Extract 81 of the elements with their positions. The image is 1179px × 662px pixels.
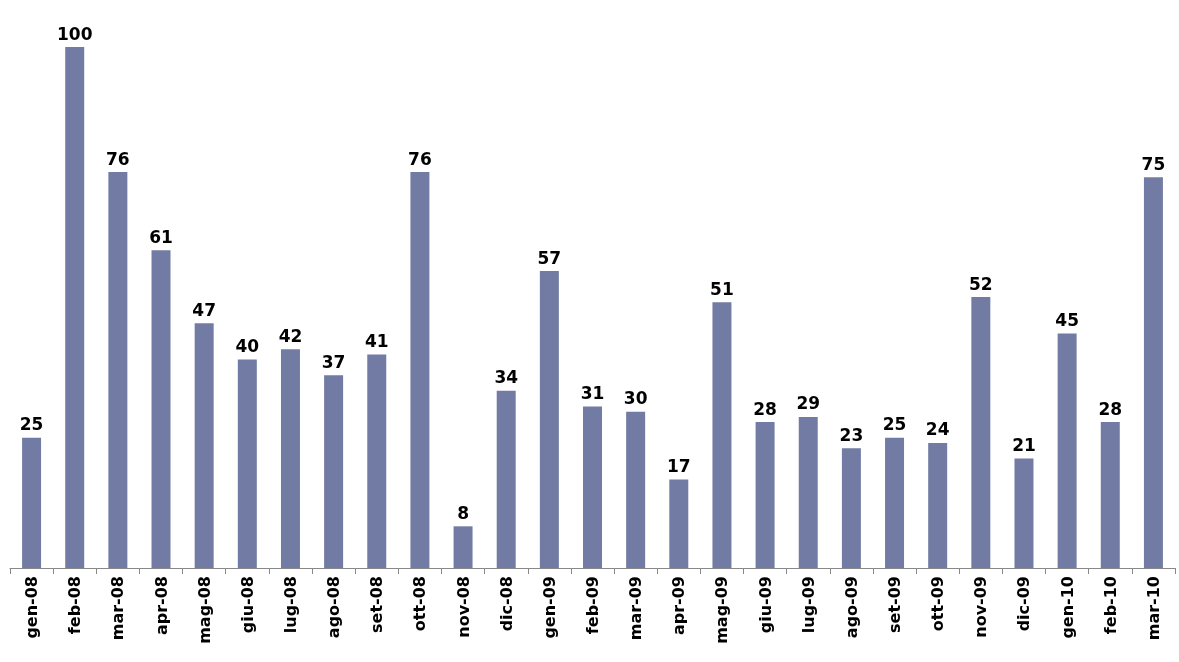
x-tick-label: nov-09 [971,576,991,638]
data-label: 51 [710,278,734,299]
bar [496,390,516,568]
x-tick-label: mar-08 [108,576,128,641]
x-tick-label: lug-09 [798,576,818,634]
bar [669,479,689,568]
bar [237,359,257,568]
data-label: 8 [457,502,469,523]
bar [928,442,948,568]
x-tick-label: giu-09 [755,576,775,634]
x-tick-label: lug-08 [280,576,300,634]
x-tick-label: ott-08 [410,576,430,632]
data-label: 76 [408,148,432,169]
bar [1143,177,1163,568]
x-tick-label: apr-09 [669,576,689,636]
bar [367,354,387,568]
bar [324,375,344,568]
data-label: 34 [494,367,519,388]
data-label: 21 [1012,435,1036,456]
bar [885,437,905,568]
data-label: 42 [278,325,303,346]
data-label: 28 [1098,398,1123,419]
data-label: 40 [235,336,260,357]
x-tick-label: feb-08 [65,576,85,635]
x-tick-label: set-08 [367,576,387,633]
x-tick-label: ott-09 [928,576,948,632]
x-tick-label: nov-08 [453,576,473,638]
x-tick-label: feb-10 [1100,576,1120,635]
bar [712,302,732,568]
data-label: 25 [19,414,44,435]
data-label: 37 [321,351,346,372]
data-label: 29 [796,393,821,414]
x-tick-label: mar-10 [1143,576,1163,641]
bar [539,271,559,568]
data-label: 17 [666,455,691,476]
data-label: 24 [925,419,950,440]
bar [65,47,85,568]
bar [108,172,128,568]
data-label: 47 [192,299,216,320]
bar [194,323,214,568]
data-label: 25 [882,414,907,435]
bar [410,172,430,568]
bar [1100,422,1120,568]
data-label: 61 [149,226,173,247]
data-label: 57 [537,247,562,268]
bar [1014,458,1034,568]
bar [583,406,602,568]
bar [22,437,42,568]
x-tick-label: dic-08 [496,576,516,632]
bar [151,250,171,568]
x-tick-label: feb-09 [583,576,602,635]
data-label: 31 [580,382,605,403]
data-label: 45 [1055,310,1079,331]
bar [841,448,861,568]
data-label: 30 [623,388,648,409]
data-label: 41 [364,330,389,351]
bar [626,411,646,568]
bar [1057,333,1077,568]
bar [280,349,300,568]
data-label: 52 [969,273,993,294]
x-tick-label: ago-08 [324,576,344,639]
x-tick-label: ago-09 [841,576,861,639]
bar [453,526,473,568]
bar [798,416,818,568]
x-tick-label: giu-08 [237,576,257,634]
x-tick-label: dic-09 [1014,576,1034,632]
x-tick-label: apr-08 [151,576,171,636]
data-label: 100 [56,23,93,44]
data-label: 23 [839,424,864,445]
data-label: 76 [106,148,130,169]
x-tick-label: gen-10 [1057,576,1077,639]
x-tick-label: mag-09 [712,576,732,644]
data-label: 28 [753,398,777,419]
x-tick-label: gen-08 [22,576,42,639]
bar [755,422,775,568]
x-tick-label: gen-09 [539,576,559,639]
x-tick-label: set-09 [885,576,905,633]
x-tick-label: mar-09 [626,576,646,641]
x-tick-label: mag-08 [194,576,214,644]
bar [971,297,991,568]
data-label: 75 [1141,153,1166,174]
